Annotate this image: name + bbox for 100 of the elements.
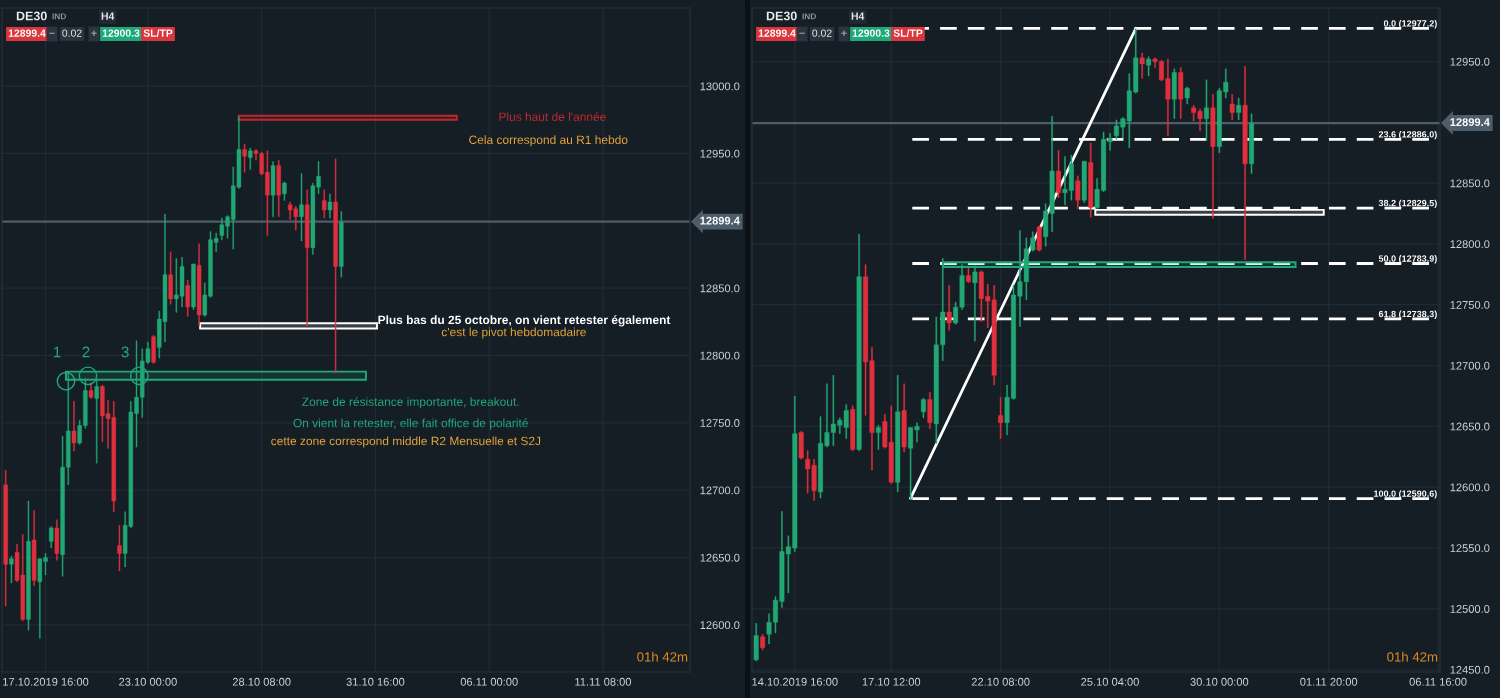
x-tick-label: 14.10.2019 16:00 <box>752 677 838 686</box>
candlestick <box>1081 161 1087 203</box>
candlestick <box>276 159 281 217</box>
annotation: 0.02 <box>812 29 832 37</box>
annotation: H4 <box>851 12 865 20</box>
x-tick-label: 01.11 20:00 <box>1300 677 1358 686</box>
y-tick-label: 12600.0 <box>1450 483 1490 492</box>
ref-line-label: 61.8 (12738.3) <box>1378 310 1437 319</box>
annotation: 12900.3 <box>102 29 140 37</box>
candlestick <box>304 189 310 328</box>
candlestick <box>966 268 971 284</box>
y-tick-label: 12750.0 <box>1450 301 1490 309</box>
candlestick <box>339 211 344 278</box>
candlestick <box>322 189 327 219</box>
y-tick-label: 12700.0 <box>1450 361 1490 370</box>
band-label: Zone de résistance importante, breakout. <box>302 397 519 409</box>
y-tick-label: 12600.0 <box>700 621 740 629</box>
annotation: IND <box>802 13 816 20</box>
annotation: H4 <box>101 12 115 20</box>
annotation: 12899.4 <box>8 29 46 37</box>
y-tick-label: 12800.0 <box>1450 240 1490 249</box>
candlestick <box>1088 142 1094 218</box>
x-tick-label: 25.10 04:00 <box>1081 677 1139 686</box>
annotation: IND <box>52 13 66 20</box>
annotation: + <box>91 30 97 36</box>
x-tick-label: 22.10 08:00 <box>971 677 1030 686</box>
annotation: 0.02 <box>62 29 82 37</box>
y-tick-label: 12550.0 <box>1450 544 1490 553</box>
ref-line-label: 0.0 (12977.2) <box>1383 20 1437 29</box>
ref-line-label: 38.2 (12829.5) <box>1378 199 1437 209</box>
x-tick-label: 28.10 08:00 <box>232 677 291 686</box>
annotation: 1 <box>53 346 61 358</box>
candlestick <box>49 526 54 549</box>
candlestick <box>196 243 202 327</box>
annotation: − <box>49 32 55 34</box>
candlestick <box>1229 94 1235 121</box>
y-tick-label: 12650.0 <box>700 553 740 562</box>
candlestick <box>185 279 190 317</box>
ref-line-label: 12899.4 <box>700 216 740 225</box>
candlestick <box>753 623 759 662</box>
candlestick <box>1056 150 1061 198</box>
annotation: On vient la retester, elle fait office de polarité <box>293 418 528 430</box>
candlestick <box>920 398 926 419</box>
y-tick-label: 12700.0 <box>700 486 740 495</box>
candlestick <box>168 251 173 305</box>
ref-line-label: 100.0 (12590.6) <box>1374 490 1437 499</box>
x-tick-label: 06.11 00:00 <box>460 677 518 686</box>
x-tick-label: 30.10 00:00 <box>1190 677 1249 686</box>
x-tick-label: 17.10 12:00 <box>862 677 921 686</box>
candlestick <box>191 263 196 310</box>
candlestick <box>248 147 253 170</box>
y-tick-label: 13000.0 <box>700 82 740 91</box>
x-tick-label: 11.11 08:00 <box>575 677 632 686</box>
candlestick <box>327 193 333 219</box>
band-label: Plus bas du 25 octobre, on vient retester également <box>378 315 671 327</box>
y-tick-label: 12950.0 <box>700 149 740 158</box>
candlestick <box>1249 113 1254 174</box>
candlestick <box>1139 52 1145 79</box>
annotation: 01h 42m <box>1387 651 1438 662</box>
candlestick <box>946 285 952 331</box>
candlestick <box>9 555 14 584</box>
candlestick <box>901 383 907 453</box>
candlestick <box>242 143 247 173</box>
candlestick <box>3 469 8 607</box>
y-tick-label: 12450.0 <box>1450 665 1490 674</box>
y-tick-label: 12850.0 <box>700 284 740 293</box>
candlestick <box>282 181 287 201</box>
x-tick-label: 17.10.2019 16:00 <box>3 677 89 686</box>
annotation: 3 <box>121 346 129 358</box>
y-tick-label: 12950.0 <box>1450 57 1490 66</box>
candlestick <box>54 519 60 561</box>
candlestick <box>299 173 304 242</box>
chart-title: DE30 <box>766 11 797 21</box>
annotation: 12899.4 <box>758 29 796 37</box>
chart-title: DE30 <box>16 11 47 21</box>
candlestick <box>1171 68 1177 119</box>
candlestick <box>927 392 933 429</box>
candlestick <box>1036 225 1042 252</box>
annotation: 01h 42m <box>637 651 688 662</box>
annotation: SL/TP <box>893 29 923 37</box>
annotation: SL/TP <box>143 29 173 37</box>
y-tick-label: 12800.0 <box>700 351 740 360</box>
annotation: cette zone correspond middle R2 Mensuelle et S2J <box>271 436 541 448</box>
candlestick <box>1184 86 1190 105</box>
candlestick <box>26 500 31 631</box>
y-tick-label: 12850.0 <box>1450 179 1490 188</box>
y-tick-label: 12750.0 <box>700 419 740 427</box>
x-tick-label: 23.10 00:00 <box>119 677 177 686</box>
candlestick <box>1204 79 1209 141</box>
candlestick <box>88 382 94 399</box>
candlestick <box>1146 56 1152 77</box>
candlestick <box>270 161 276 217</box>
x-tick-label: 31.10 16:00 <box>346 677 405 686</box>
y-tick-label: 12500.0 <box>1450 605 1490 613</box>
candlestick <box>895 375 901 493</box>
candlestick <box>31 510 37 587</box>
candlestick <box>71 401 77 452</box>
annotation: Cela correspond au R1 hebdo <box>469 135 628 147</box>
annotation: 2 <box>82 346 90 358</box>
ref-line-label: 50.0 (12783.9) <box>1378 255 1437 264</box>
